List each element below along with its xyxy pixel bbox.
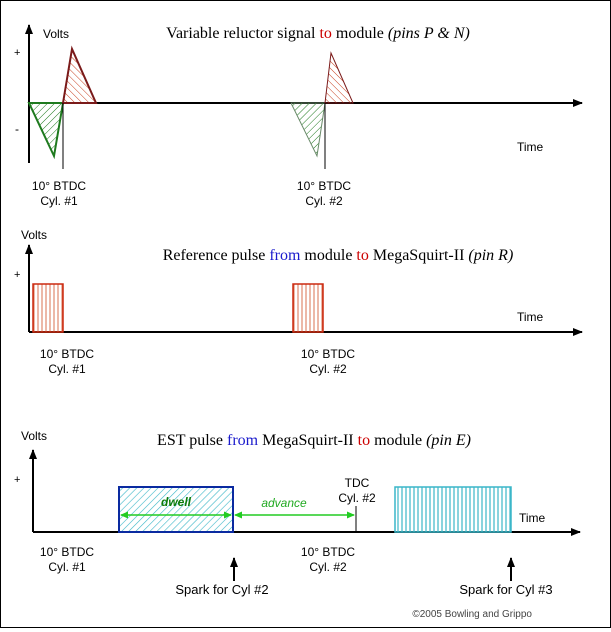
marker-label-cyl2: Cyl. #2 xyxy=(309,560,347,574)
est-pulse-cyl3 xyxy=(394,486,512,533)
y-axis-label: Volts xyxy=(21,228,47,242)
marker-label-cyl2: 10° BTDC xyxy=(301,545,355,559)
x-axis-label: Time xyxy=(517,310,544,324)
tdc-label: Cyl. #2 xyxy=(338,491,376,505)
title-pins: (pin E) xyxy=(426,432,471,449)
title-text: module xyxy=(332,25,388,42)
positive-lobe-cyl1 xyxy=(61,45,98,104)
panel-reference-pulse: Volts Reference pulse from module to Meg… xyxy=(14,228,583,376)
title-pins: (pins P & N) xyxy=(388,25,470,42)
reference-pulse-cyl1 xyxy=(32,283,64,333)
panel-est-pulse: Volts EST pulse from MegaSquirt-II to mo… xyxy=(14,429,581,597)
negative-lobe-cyl1 xyxy=(27,102,65,160)
minus-sign: - xyxy=(15,122,19,136)
marker-label-cyl1: 10° BTDC xyxy=(40,347,94,361)
est-pulse-dwell xyxy=(118,486,234,533)
spark-label-cyl2: Spark for Cyl #2 xyxy=(175,582,268,597)
title-text: Variable reluctor signal xyxy=(166,25,319,42)
title-keyword: to xyxy=(356,247,368,264)
title-text: EST pulse xyxy=(157,432,227,449)
plus-sign: + xyxy=(14,47,20,59)
plus-sign: + xyxy=(14,474,20,486)
x-axis-label: Time xyxy=(517,140,544,154)
title-keyword: to xyxy=(319,25,331,42)
panel3-title: EST pulse from MegaSquirt-II to module (… xyxy=(157,432,471,449)
plus-sign: + xyxy=(14,269,20,281)
marker-label-cyl1: 10° BTDC xyxy=(40,545,94,559)
title-text: MegaSquirt-II xyxy=(258,432,358,449)
spark-label-cyl3: Spark for Cyl #3 xyxy=(459,582,552,597)
panel-variable-reluctor: Variable reluctor signal to module (pins… xyxy=(14,24,583,208)
copyright-notice: ©2005 Bowling and Grippo xyxy=(412,609,532,620)
marker-label-cyl2: 10° BTDC xyxy=(297,179,351,193)
y-axis-label: Volts xyxy=(21,429,47,443)
marker-label-cyl2: Cyl. #2 xyxy=(309,362,347,376)
positive-lobe-cyl2 xyxy=(324,51,354,104)
marker-label-cyl1: Cyl. #1 xyxy=(48,362,86,376)
dwell-label: dwell xyxy=(161,495,192,509)
title-pins: (pin R) xyxy=(468,247,513,264)
x-axis-label: Time xyxy=(519,511,546,525)
title-keyword: from xyxy=(227,432,259,449)
marker-label-cyl1: 10° BTDC xyxy=(32,179,86,193)
title-text: Reference pulse xyxy=(163,247,270,264)
y-axis-label: Volts xyxy=(43,27,69,41)
marker-label-cyl1: Cyl. #1 xyxy=(40,194,78,208)
marker-label-cyl2: 10° BTDC xyxy=(301,347,355,361)
title-keyword: to xyxy=(358,432,370,449)
panel1-title: Variable reluctor signal to module (pins… xyxy=(166,25,470,42)
advance-label: advance xyxy=(261,496,307,510)
title-keyword: from xyxy=(269,247,301,264)
marker-label-cyl2: Cyl. #2 xyxy=(305,194,343,208)
reference-pulse-cyl2 xyxy=(292,283,324,333)
tdc-label: TDC xyxy=(345,476,370,490)
negative-lobe-cyl2 xyxy=(290,102,326,158)
title-text: MegaSquirt-II xyxy=(369,247,469,264)
marker-label-cyl1: Cyl. #1 xyxy=(48,560,86,574)
panel2-title: Reference pulse from module to MegaSquir… xyxy=(163,247,514,264)
title-text: module xyxy=(370,432,426,449)
title-text: module xyxy=(300,247,356,264)
